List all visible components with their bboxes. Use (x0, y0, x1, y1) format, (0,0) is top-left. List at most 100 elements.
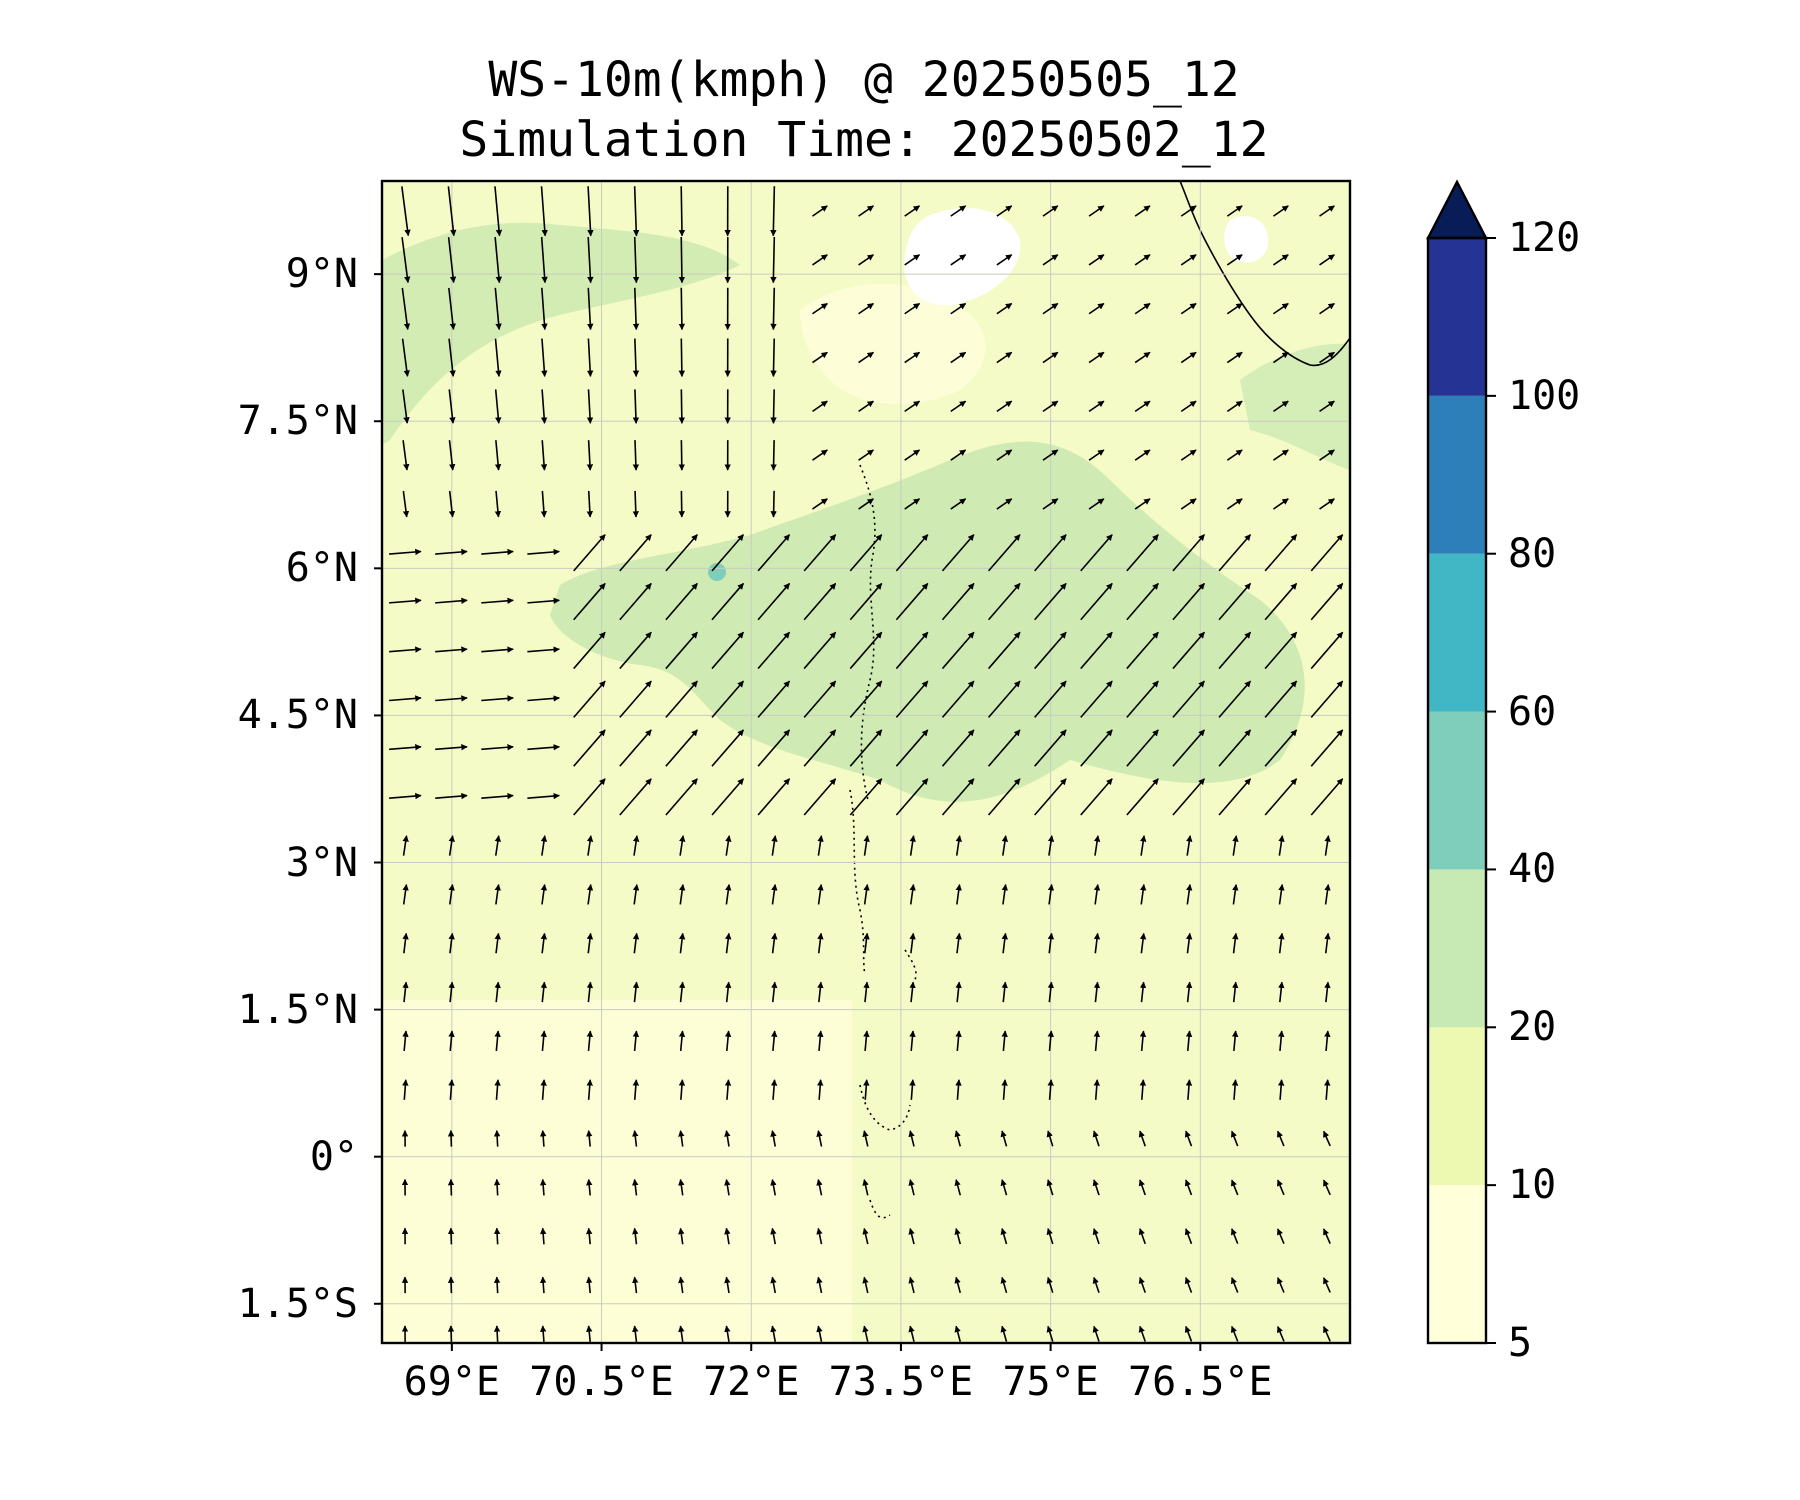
wind-arrow (1230, 1179, 1239, 1196)
wind-arrow (1278, 981, 1285, 1003)
wind-arrow (481, 597, 514, 604)
wind-arrow (494, 835, 502, 856)
wind-arrow (540, 186, 548, 237)
colorbar-extend-arrow (1426, 179, 1488, 240)
wind-arrow (895, 729, 929, 767)
wind-arrow (757, 534, 791, 572)
colorbar-tick-label: 5 (1508, 1320, 1533, 1366)
wind-arrow (895, 631, 929, 670)
wind-arrow (1080, 778, 1113, 816)
wind-arrow (816, 1179, 823, 1196)
wind-arrow (435, 695, 468, 702)
wind-arrow (1230, 1325, 1239, 1342)
wind-arrow (619, 534, 652, 572)
wind-arrow (1034, 534, 1067, 572)
lon-tick-label: 69°E (403, 1359, 501, 1405)
wind-arrow (1001, 1030, 1008, 1052)
wind-arrow (817, 1030, 824, 1052)
wind-arrow (1001, 883, 1009, 905)
wind-arrow (586, 490, 594, 518)
wind-arrow (904, 205, 921, 217)
wind-arrow (619, 729, 652, 767)
wind-arrow (1042, 302, 1059, 315)
wind-arrow (1319, 449, 1335, 461)
wind-arrow (1310, 631, 1344, 670)
wind-arrow (481, 744, 514, 751)
colorbar-tick-label: 60 (1508, 688, 1557, 735)
wind-arrow (632, 981, 640, 1003)
wind-arrow (678, 1227, 685, 1245)
wind-arrow (586, 981, 594, 1003)
wind-arrow (904, 449, 921, 461)
wind-arrow (863, 981, 870, 1003)
wind-arrow (678, 1030, 686, 1052)
wind-arrow (586, 1079, 593, 1100)
colorbar-segment (1428, 1185, 1486, 1343)
wind-arrow (816, 1276, 823, 1294)
wind-arrow (803, 729, 837, 767)
wind-arrow (1185, 981, 1193, 1003)
wind-arrow (1319, 400, 1335, 413)
wind-arrow (1080, 729, 1113, 767)
wind-arrow (1000, 1325, 1008, 1342)
wind-arrow (401, 287, 411, 330)
wind-arrow (494, 1030, 501, 1052)
wind-arrow (908, 1227, 915, 1245)
wind-arrow (996, 205, 1013, 217)
wind-arrow (812, 254, 828, 266)
lat-tick-label: 9°N (285, 251, 358, 298)
colorbar-segment (1428, 1027, 1486, 1186)
wind-arrow (678, 1130, 685, 1147)
wind-arrow (1218, 534, 1252, 572)
wind-arrow (401, 338, 410, 377)
colorbar-tick-label: 120 (1508, 215, 1581, 261)
wind-arrow (816, 1227, 823, 1245)
wind-arrow (909, 1030, 916, 1052)
wind-arrow (573, 582, 606, 621)
wind-arrow (665, 582, 698, 621)
wind-arrow (858, 400, 874, 413)
wind-arrow (757, 680, 791, 718)
wind-arrow (858, 351, 874, 364)
wind-arrow (678, 1276, 685, 1294)
wind-arrow (632, 287, 640, 331)
wind-arrow (1088, 351, 1105, 364)
wind-arrow (954, 1276, 962, 1294)
wind-arrow (770, 440, 777, 471)
wind-arrow (996, 498, 1013, 510)
wind-arrow (678, 1325, 685, 1342)
wind-arrow (1047, 932, 1055, 954)
wind-arrow (812, 351, 828, 364)
colorbar-segment (1428, 869, 1486, 1028)
wind-arrow (619, 631, 652, 670)
india-coastline (1179, 181, 1350, 367)
wind-arrow (1134, 400, 1151, 413)
wind-arrow (632, 338, 640, 378)
wind-arrow (1134, 254, 1151, 266)
wind-arrow (435, 548, 468, 556)
wind-arrow (1226, 400, 1243, 413)
wind-arrow (862, 1179, 869, 1196)
wind-arrow (1092, 1325, 1100, 1342)
wind-arrow (586, 440, 594, 471)
wind-arrow (1310, 729, 1344, 767)
wind-arrow (539, 1325, 547, 1342)
wind-arrow (632, 1030, 640, 1052)
wind-arrow (435, 744, 468, 751)
wind-vector-field (389, 186, 1344, 1342)
wind-arrow (1231, 1079, 1239, 1100)
wind-arrow (908, 1130, 915, 1147)
wind-arrow (1092, 1130, 1100, 1147)
wind-arrow (725, 835, 732, 856)
wind-arrow (1047, 883, 1055, 905)
wind-arrow (632, 490, 639, 518)
wind-arrow (1184, 1325, 1193, 1342)
wind-arrow (632, 835, 640, 856)
wind-arrow (954, 1130, 962, 1147)
wind-arrow (812, 498, 828, 510)
wind-arrow (527, 695, 560, 702)
wind-arrow (678, 236, 686, 284)
wind-arrow (1138, 1325, 1146, 1342)
wind-arrow (494, 1079, 501, 1100)
